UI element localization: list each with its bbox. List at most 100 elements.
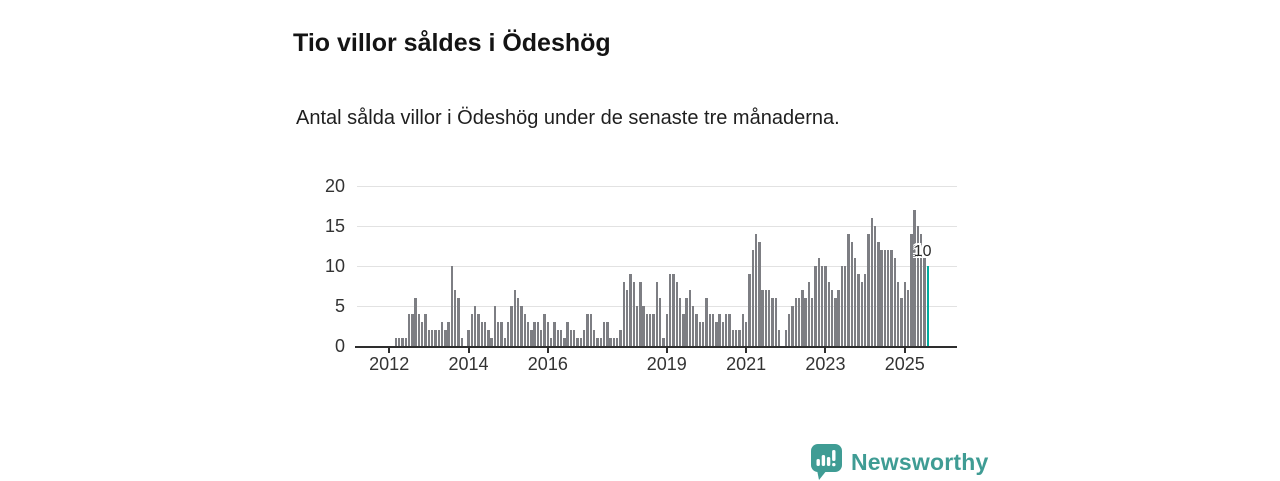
bar bbox=[642, 306, 645, 346]
bar bbox=[850, 242, 854, 346]
x-axis-line bbox=[355, 346, 957, 348]
bar bbox=[721, 322, 725, 346]
bar bbox=[678, 298, 682, 346]
bar bbox=[516, 298, 520, 346]
bar bbox=[576, 338, 579, 346]
bar bbox=[685, 298, 688, 346]
bar bbox=[834, 298, 837, 346]
bar bbox=[840, 266, 844, 346]
bar bbox=[424, 314, 427, 346]
bar bbox=[503, 338, 507, 346]
bar bbox=[467, 330, 470, 346]
bar bbox=[910, 234, 913, 346]
bar bbox=[797, 298, 801, 346]
bar bbox=[820, 266, 824, 346]
bar bbox=[887, 250, 890, 346]
bar bbox=[629, 274, 632, 346]
bar bbox=[744, 322, 748, 346]
bar bbox=[659, 298, 662, 346]
bar bbox=[807, 282, 811, 346]
x-axis-tick-2021 bbox=[745, 347, 748, 353]
bar bbox=[444, 330, 447, 346]
bar bbox=[632, 282, 635, 346]
bar bbox=[923, 258, 926, 346]
bar bbox=[768, 290, 771, 346]
bar bbox=[556, 330, 559, 346]
bar bbox=[417, 314, 421, 346]
bar bbox=[569, 330, 573, 346]
bar bbox=[715, 322, 718, 346]
bar bbox=[877, 242, 880, 346]
bar bbox=[635, 306, 639, 346]
bar bbox=[546, 322, 550, 346]
bar bbox=[616, 338, 619, 346]
gridline-y-10 bbox=[357, 266, 957, 267]
bar bbox=[460, 338, 464, 346]
bar bbox=[801, 290, 804, 346]
bar bbox=[873, 226, 877, 346]
bar bbox=[530, 330, 533, 346]
bar bbox=[893, 258, 897, 346]
bar bbox=[705, 298, 708, 346]
bar bbox=[500, 322, 503, 346]
bar bbox=[824, 266, 827, 346]
chart-title: Tio villor såldes i Ödeshög bbox=[293, 28, 611, 57]
bar bbox=[589, 314, 592, 346]
bar bbox=[602, 322, 606, 346]
bar bbox=[860, 282, 863, 346]
bar bbox=[870, 218, 873, 346]
bar bbox=[896, 282, 900, 346]
x-axis-tick-2025 bbox=[903, 347, 906, 353]
newsworthy-logo: Newsworthy bbox=[810, 443, 988, 481]
bar bbox=[407, 314, 411, 346]
bar bbox=[427, 330, 431, 346]
highlighted-bar-current bbox=[926, 266, 930, 346]
bar bbox=[751, 250, 754, 346]
bar bbox=[566, 322, 569, 346]
bar bbox=[890, 250, 893, 346]
bar bbox=[655, 282, 659, 346]
bar bbox=[682, 314, 685, 346]
bar bbox=[883, 250, 887, 346]
newsworthy-logo-text: Newsworthy bbox=[851, 448, 989, 475]
bar bbox=[804, 298, 807, 346]
bar bbox=[506, 322, 510, 346]
bar bbox=[844, 266, 847, 346]
bar bbox=[543, 314, 546, 346]
bar bbox=[520, 306, 523, 346]
bar bbox=[592, 330, 596, 346]
bar bbox=[814, 266, 817, 346]
bar bbox=[497, 322, 500, 346]
bar bbox=[477, 314, 480, 346]
bar bbox=[695, 314, 698, 346]
bar bbox=[853, 258, 857, 346]
gridline-y-15 bbox=[357, 226, 957, 227]
bar bbox=[440, 322, 444, 346]
bar bbox=[817, 258, 821, 346]
bar bbox=[625, 290, 629, 346]
bar bbox=[672, 274, 675, 346]
bar bbox=[480, 322, 483, 346]
bar bbox=[513, 290, 516, 346]
bar bbox=[421, 322, 424, 346]
bar bbox=[692, 306, 695, 346]
bar bbox=[490, 338, 493, 346]
bar bbox=[784, 330, 787, 346]
x-tick-label-2023: 2023 bbox=[805, 354, 846, 374]
bar bbox=[596, 338, 599, 346]
bar bbox=[430, 330, 434, 346]
bar bbox=[761, 290, 764, 346]
bar bbox=[526, 322, 530, 346]
bar bbox=[920, 234, 923, 346]
bar bbox=[837, 290, 840, 346]
bar bbox=[586, 314, 589, 346]
bar bbox=[579, 338, 583, 346]
newsworthy-bubble-bar-chart-icon bbox=[811, 444, 842, 480]
bar bbox=[582, 330, 586, 346]
bar bbox=[649, 314, 652, 346]
bar bbox=[536, 322, 540, 346]
bar bbox=[394, 338, 397, 346]
bar bbox=[863, 274, 867, 346]
y-tick-label-10: 10 bbox=[324, 256, 345, 276]
bar bbox=[549, 338, 553, 346]
